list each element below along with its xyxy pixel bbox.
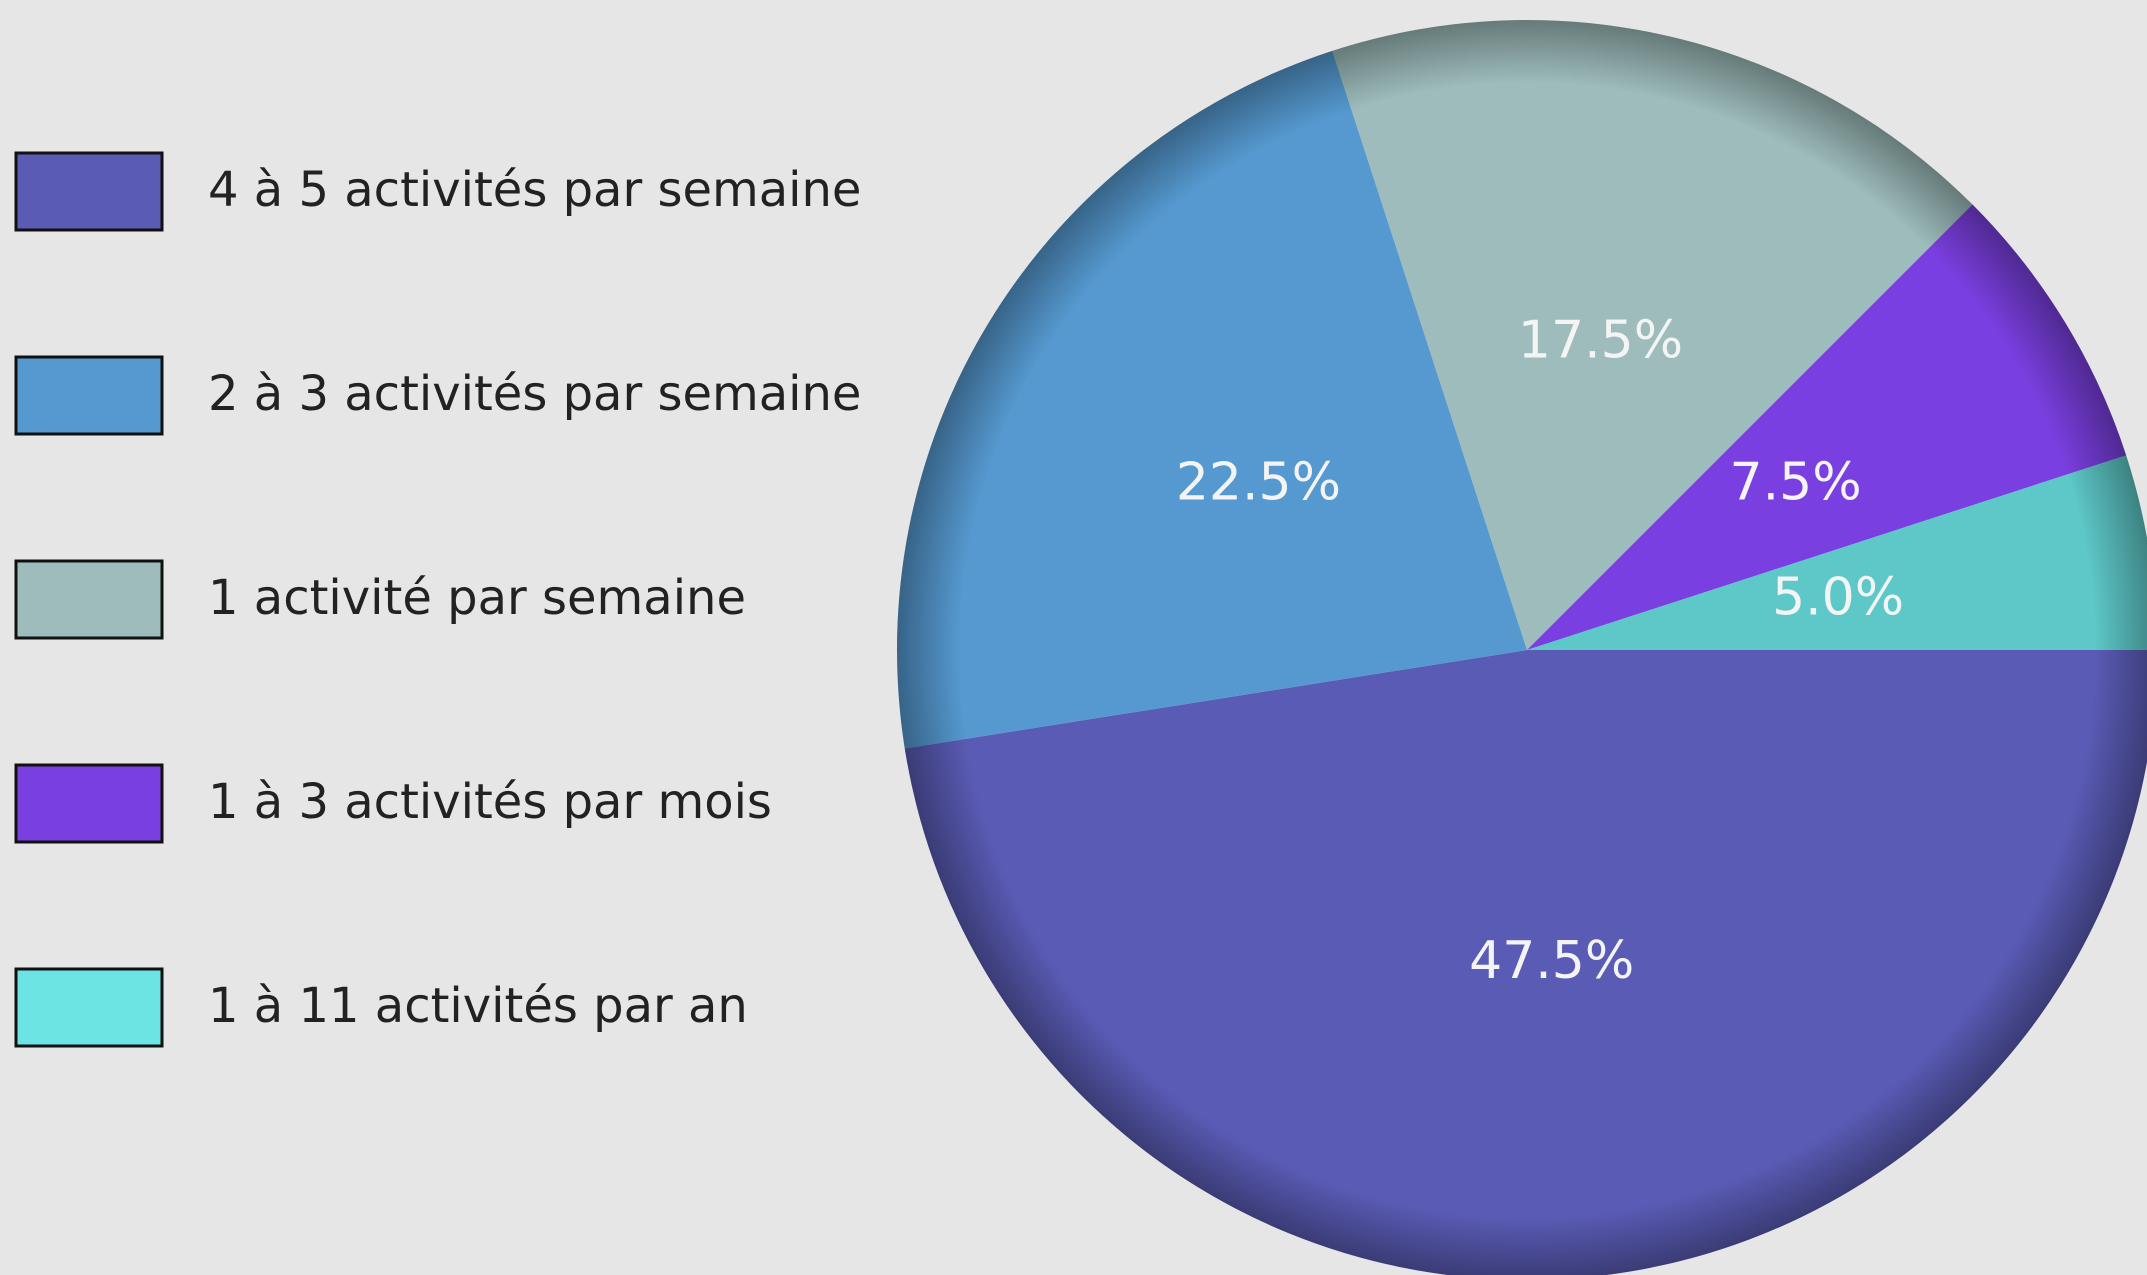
- slice-label: 7.5%: [1730, 452, 1862, 512]
- slice-label: 5.0%: [1772, 568, 1904, 628]
- legend-label: 1 activité par semaine: [208, 570, 746, 626]
- legend-swatch: [14, 151, 164, 232]
- legend-swatch: [14, 763, 164, 844]
- legend-label: 2 à 3 activités par semaine: [208, 366, 861, 422]
- legend-label: 1 à 3 activités par mois: [208, 774, 772, 830]
- legend-swatch: [14, 967, 164, 1048]
- legend-swatch: [14, 559, 164, 640]
- slice-label: 47.5%: [1469, 931, 1634, 991]
- slice-label: 17.5%: [1518, 311, 1683, 371]
- legend-swatch: [14, 355, 164, 436]
- slice-label: 22.5%: [1176, 452, 1341, 512]
- legend-label: 4 à 5 activités par semaine: [208, 162, 861, 218]
- legend-label: 1 à 11 activités par an: [208, 978, 748, 1034]
